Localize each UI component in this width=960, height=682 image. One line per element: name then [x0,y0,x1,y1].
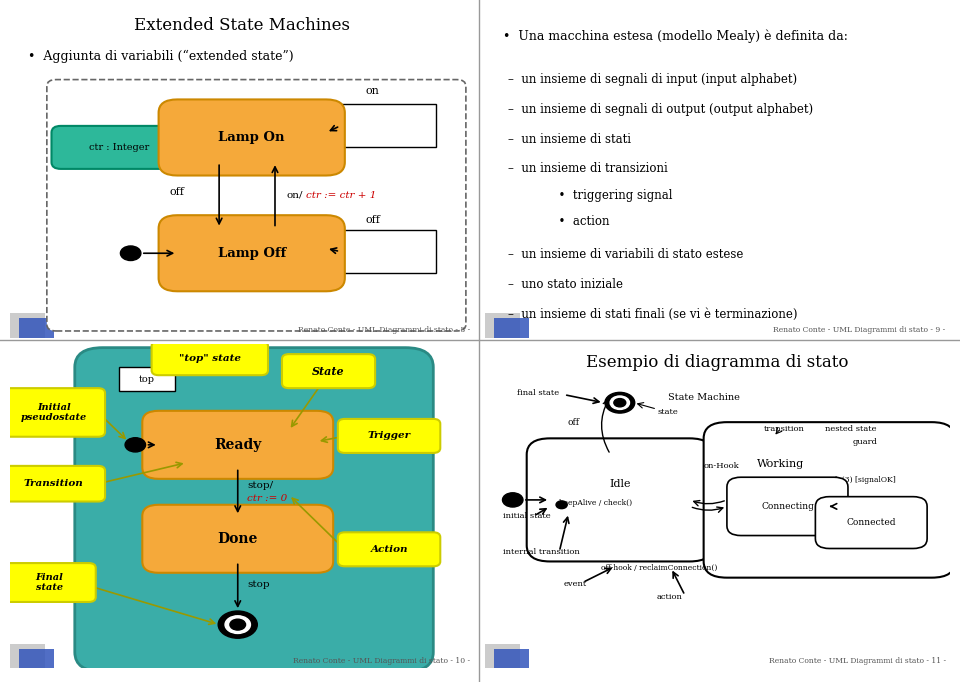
FancyBboxPatch shape [3,563,96,602]
Text: –  un insieme di stati: – un insieme di stati [508,132,631,145]
Text: transition: transition [764,425,805,432]
Text: Renato Conte - UML Diagrammi di stato - 8 -: Renato Conte - UML Diagrammi di stato - … [299,326,470,334]
Text: Transition: Transition [24,479,84,488]
Text: •  action: • action [536,216,610,228]
Text: Done: Done [218,532,258,546]
Text: State Machine: State Machine [668,393,739,402]
Text: off-hook / reclaimConnection(): off-hook / reclaimConnection() [601,564,717,572]
FancyBboxPatch shape [494,649,529,673]
FancyBboxPatch shape [158,100,345,175]
Circle shape [225,616,251,634]
FancyBboxPatch shape [338,419,441,453]
Circle shape [613,398,626,407]
FancyBboxPatch shape [119,367,175,391]
FancyBboxPatch shape [527,439,713,561]
Text: Final
state: Final state [36,573,63,592]
Circle shape [125,438,146,452]
Text: Connecting: Connecting [761,502,814,511]
FancyBboxPatch shape [338,532,441,566]
Circle shape [611,396,630,409]
Text: Lamp Off: Lamp Off [218,247,286,260]
FancyBboxPatch shape [338,104,436,147]
Text: Renato Conte - UML Diagrammi di stato - 9 -: Renato Conte - UML Diagrammi di stato - … [774,326,946,334]
Circle shape [556,501,567,509]
Text: action: action [657,593,683,601]
Circle shape [230,619,246,630]
Text: Connected: Connected [847,518,896,527]
Text: internal transition: internal transition [503,548,580,556]
FancyBboxPatch shape [10,313,44,338]
Text: initial state: initial state [503,512,551,520]
Text: •  Una macchina estesa (modello Mealy) è definita da:: • Una macchina estesa (modello Mealy) è … [503,30,849,44]
Circle shape [502,493,523,507]
Text: Working: Working [756,459,804,469]
Text: final state: final state [517,389,560,397]
Text: –  uno stato iniziale: – uno stato iniziale [508,278,623,291]
FancyBboxPatch shape [282,354,375,388]
Text: Initial
pseudostate: Initial pseudostate [21,403,87,422]
Circle shape [605,392,635,413]
Text: keepAlive / check(): keepAlive / check() [560,499,633,507]
Text: Idle: Idle [609,479,631,489]
Text: •  triggering signal: • triggering signal [536,189,673,202]
Text: "top" state: "top" state [179,354,241,363]
FancyBboxPatch shape [75,348,433,672]
Text: off: off [170,187,184,197]
Text: State: State [312,366,345,376]
Text: Extended State Machines: Extended State Machines [134,17,350,33]
FancyBboxPatch shape [3,388,105,436]
Text: top: top [139,375,155,384]
Text: Esempio di diagramma di stato: Esempio di diagramma di stato [587,354,849,371]
Text: off: off [567,417,579,427]
FancyBboxPatch shape [338,230,436,273]
Text: Action: Action [371,545,408,554]
Text: –  un insieme di segnali di output (output alphabet): – un insieme di segnali di output (outpu… [508,103,813,116]
Text: on/: on/ [287,191,303,200]
Text: –  un insieme di stati finali (se vi è terminazione): – un insieme di stati finali (se vi è te… [508,308,798,321]
FancyBboxPatch shape [704,422,955,578]
FancyBboxPatch shape [47,80,466,331]
Text: on-Hook: on-Hook [704,462,739,470]
FancyBboxPatch shape [727,477,848,535]
FancyBboxPatch shape [485,644,519,668]
Text: ctr : Integer: ctr : Integer [89,143,149,152]
Text: stop/: stop/ [247,481,274,490]
Text: •  Aggiunta di variabili (“extended state”): • Aggiunta di variabili (“extended state… [28,50,294,63]
Text: stop: stop [247,580,270,589]
FancyBboxPatch shape [494,318,529,342]
FancyBboxPatch shape [152,341,268,375]
Circle shape [218,611,257,638]
FancyBboxPatch shape [52,126,186,169]
FancyBboxPatch shape [19,318,54,342]
Text: ready(3) [signalOK]: ready(3) [signalOK] [820,477,896,484]
FancyBboxPatch shape [158,216,345,291]
Text: ctr := 0: ctr := 0 [247,494,287,503]
FancyBboxPatch shape [19,649,54,673]
FancyBboxPatch shape [142,505,333,573]
Text: ctr := ctr + 1: ctr := ctr + 1 [305,191,376,200]
Text: Ready: Ready [214,438,261,452]
Text: event: event [564,580,588,588]
Text: guard: guard [852,438,877,445]
Text: off: off [366,215,381,225]
FancyBboxPatch shape [815,496,927,548]
Text: Renato Conte - UML Diagrammi di stato - 10 -: Renato Conte - UML Diagrammi di stato - … [294,657,470,665]
Text: –  un insieme di variabili di stato estese: – un insieme di variabili di stato estes… [508,248,743,261]
FancyBboxPatch shape [142,411,333,479]
Text: Renato Conte - UML Diagrammi di stato - 11 -: Renato Conte - UML Diagrammi di stato - … [769,657,946,665]
Text: on: on [366,86,379,96]
Text: Lamp On: Lamp On [219,131,285,144]
Text: –  un insieme di transizioni: – un insieme di transizioni [508,162,668,175]
Text: Trigger: Trigger [368,432,411,441]
FancyBboxPatch shape [10,644,44,668]
Text: state: state [657,409,678,417]
Text: nested state: nested state [825,425,876,432]
Circle shape [120,246,141,261]
FancyBboxPatch shape [485,313,519,338]
Text: –  un insieme di segnali di input (input alphabet): – un insieme di segnali di input (input … [508,73,797,86]
FancyBboxPatch shape [3,466,105,501]
